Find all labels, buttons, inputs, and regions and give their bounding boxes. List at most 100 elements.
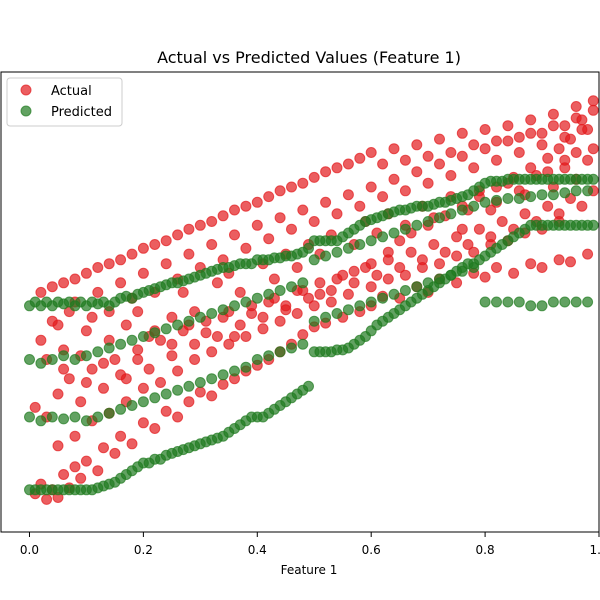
actual-point bbox=[570, 147, 582, 158]
predicted-point bbox=[308, 254, 320, 266]
predicted-point bbox=[513, 193, 525, 204]
actual-point bbox=[126, 438, 138, 450]
actual-point bbox=[172, 229, 184, 241]
predicted-point bbox=[399, 285, 411, 296]
actual-point bbox=[92, 465, 104, 477]
actual-point bbox=[342, 158, 354, 170]
x-axis-ticks: 0.0 0.2 0.4 0.6 0.8 1.0 bbox=[20, 532, 600, 557]
actual-point bbox=[320, 166, 332, 178]
predicted-point bbox=[263, 350, 275, 362]
actual-point bbox=[587, 95, 599, 107]
predicted-point bbox=[274, 346, 286, 358]
actual-point bbox=[331, 162, 343, 174]
actual-point bbox=[58, 469, 70, 480]
actual-point bbox=[58, 277, 70, 289]
predicted-point bbox=[525, 191, 537, 203]
predicted-point bbox=[331, 246, 343, 258]
predicted-point bbox=[229, 300, 240, 312]
actual-point bbox=[86, 363, 98, 375]
actual-point bbox=[189, 354, 201, 365]
actual-point bbox=[103, 258, 115, 270]
x-tick-label: 0.8 bbox=[476, 543, 495, 557]
predicted-point bbox=[297, 338, 309, 350]
plot-area-frame bbox=[0, 71, 600, 533]
predicted-point bbox=[69, 411, 81, 423]
actual-point bbox=[525, 258, 537, 270]
actual-point bbox=[132, 354, 144, 365]
actual-point bbox=[525, 162, 537, 174]
actual-point bbox=[206, 216, 218, 227]
series-actual bbox=[29, 95, 599, 505]
actual-point bbox=[491, 135, 502, 147]
predicted-point bbox=[422, 277, 434, 289]
predicted-point bbox=[286, 281, 297, 293]
actual-point bbox=[251, 196, 263, 208]
actual-point bbox=[491, 262, 502, 273]
actual-point bbox=[451, 250, 463, 262]
actual-point bbox=[80, 377, 92, 388]
actual-point bbox=[257, 311, 269, 323]
predicted-point bbox=[342, 304, 354, 316]
predicted-point bbox=[46, 354, 58, 365]
predicted-point bbox=[456, 204, 468, 216]
actual-point bbox=[274, 185, 286, 197]
actual-point bbox=[394, 235, 406, 247]
actual-point bbox=[445, 170, 457, 181]
predicted-point bbox=[479, 196, 491, 208]
predicted-point bbox=[92, 346, 104, 358]
actual-point bbox=[166, 350, 178, 362]
actual-point bbox=[502, 120, 514, 132]
predicted-point bbox=[58, 413, 70, 425]
actual-point bbox=[439, 246, 451, 258]
actual-point bbox=[120, 319, 132, 331]
predicted-point bbox=[536, 189, 548, 201]
predicted-point bbox=[582, 296, 594, 308]
actual-point bbox=[229, 229, 240, 241]
actual-point bbox=[411, 166, 423, 178]
actual-point bbox=[172, 365, 184, 377]
predicted-point bbox=[445, 208, 457, 220]
actual-point bbox=[80, 325, 92, 337]
actual-point bbox=[52, 319, 64, 331]
predicted-point bbox=[160, 323, 172, 335]
predicted-point bbox=[587, 173, 599, 185]
predicted-point bbox=[468, 200, 480, 212]
predicted-point bbox=[559, 296, 571, 308]
actual-point bbox=[132, 306, 144, 318]
actual-point bbox=[115, 430, 127, 442]
predicted-point bbox=[80, 350, 92, 362]
actual-point bbox=[240, 242, 252, 254]
actual-point bbox=[536, 127, 548, 139]
actual-point bbox=[69, 430, 81, 442]
actual-point bbox=[331, 208, 343, 220]
actual-point bbox=[342, 189, 354, 201]
actual-point bbox=[263, 191, 275, 203]
actual-point bbox=[576, 124, 588, 135]
actual-point bbox=[456, 223, 468, 235]
actual-point bbox=[388, 173, 400, 185]
actual-point bbox=[274, 315, 286, 327]
actual-point bbox=[576, 114, 588, 126]
actual-point bbox=[217, 210, 229, 222]
actual-point bbox=[35, 334, 47, 346]
actual-point bbox=[286, 181, 297, 193]
predicted-point bbox=[274, 285, 286, 296]
actual-point bbox=[513, 147, 525, 158]
actual-point bbox=[211, 277, 223, 289]
predicted-point bbox=[103, 407, 115, 419]
actual-point bbox=[399, 185, 411, 197]
predicted-point bbox=[468, 262, 480, 273]
actual-point bbox=[565, 133, 576, 145]
actual-point bbox=[496, 216, 508, 227]
actual-point bbox=[491, 154, 502, 166]
actual-point bbox=[365, 258, 377, 270]
actual-point bbox=[200, 327, 212, 339]
predicted-point bbox=[502, 193, 514, 204]
actual-point bbox=[325, 296, 337, 308]
actual-point bbox=[143, 363, 155, 375]
actual-point bbox=[69, 273, 81, 285]
predicted-point bbox=[388, 288, 400, 300]
predicted-point bbox=[491, 296, 502, 308]
actual-point bbox=[462, 239, 474, 250]
